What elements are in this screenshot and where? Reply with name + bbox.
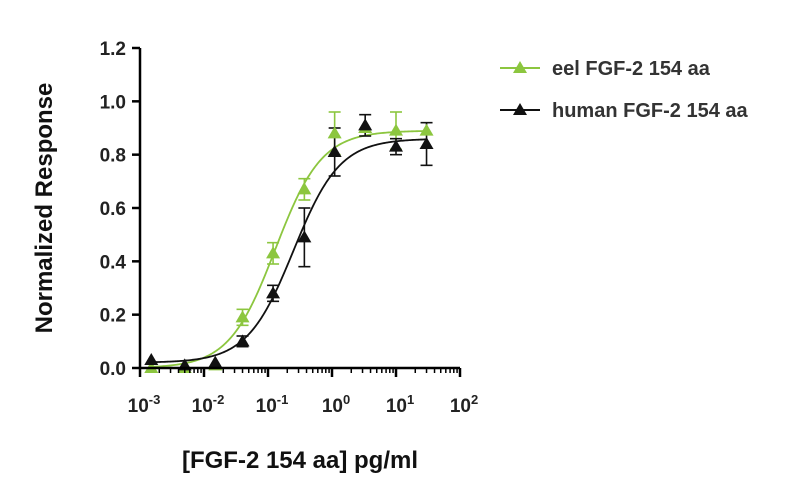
data-point-series-1 [297,230,312,243]
data-point-series-1 [358,118,373,131]
legend-label-eel: eel FGF-2 154 aa [552,58,711,80]
y-tick-label: 0.6 [100,199,126,220]
x-tick-label: 102 [450,392,478,417]
data-point-series-1 [389,139,403,152]
y-axis-ticks: 0.0 0.2 0.4 0.6 0.8 1.0 1.2 [100,39,140,380]
x-tick-label: 10-2 [192,392,225,417]
data-point-series-1 [266,286,281,299]
x-axis-label: [FGF-2 154 aa] pg/ml [182,447,418,474]
fit-curves [151,130,427,368]
data-point-series-1 [419,137,434,149]
legend: eel FGF-2 154 aa human FGF-2 154 aa [500,58,748,122]
x-tick-label: 10-1 [256,392,289,417]
legend-marker-human [513,103,527,115]
legend-item-eel: eel FGF-2 154 aa [500,58,711,80]
data-point-series-1 [208,355,223,368]
y-tick-label: 1.2 [100,39,126,60]
x-tick-label: 100 [322,392,350,417]
data-point-series-1 [235,334,250,347]
x-tick-label: 101 [386,392,414,417]
data-point-series-1 [327,145,342,157]
data-point-series-0 [389,123,403,136]
fit-curve-series-1 [151,138,427,364]
data-point-series-0 [419,123,434,136]
fit-curve-series-0 [151,130,427,368]
legend-marker-eel [513,61,527,73]
data-point-series-1 [144,353,159,365]
legend-item-human: human FGF-2 154 aa [500,100,748,122]
data-point-series-0 [297,182,312,195]
x-axis-ticks: 10-3 10-2 10-1 100 101 102 [128,368,478,417]
data-point-series-0 [266,246,281,259]
y-tick-label: 0.8 [100,146,126,167]
data-markers [144,118,434,373]
data-point-series-0 [235,310,250,323]
y-axis-label: Normalized Response [31,83,58,334]
y-tick-label: 1.0 [100,92,126,113]
data-point-series-0 [327,126,342,139]
x-tick-label: 10-3 [128,392,161,417]
y-tick-label: 0.4 [100,252,127,273]
legend-label-human: human FGF-2 154 aa [552,100,748,122]
y-tick-label: 0.2 [100,306,126,327]
y-tick-label: 0.0 [100,359,126,380]
